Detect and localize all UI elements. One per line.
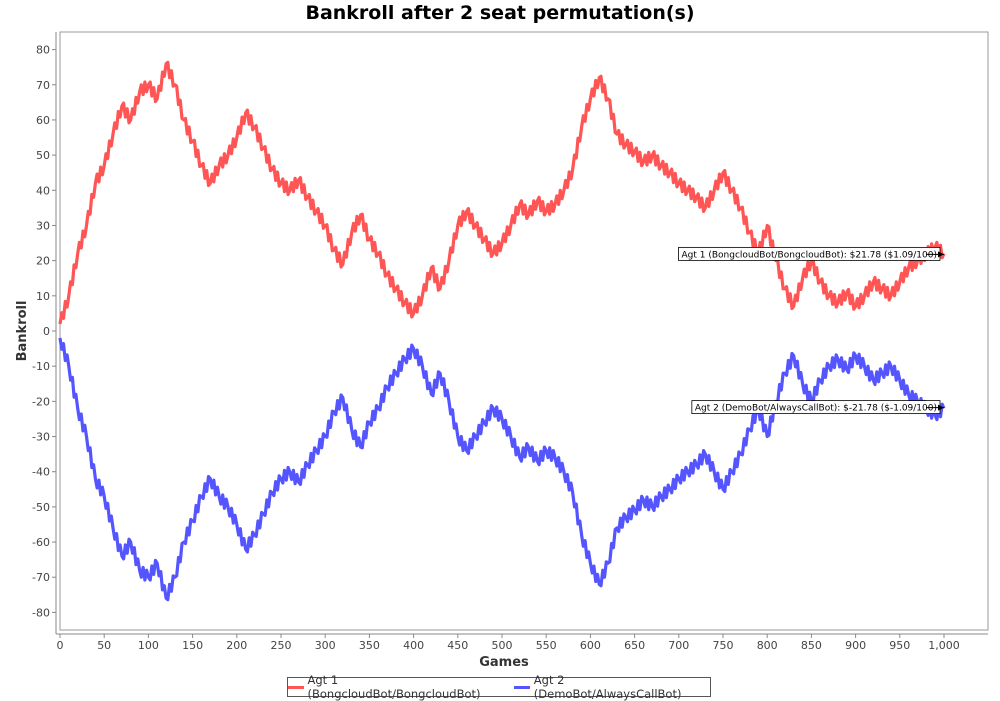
y-tick-label: 80 <box>36 44 50 57</box>
y-tick-label: -10 <box>32 360 50 373</box>
y-tick-label: -30 <box>32 431 50 444</box>
x-tick-label: 250 <box>271 639 292 652</box>
y-axis-label: Bankroll <box>15 301 30 362</box>
axes <box>52 32 988 638</box>
x-tick-label: 1,000 <box>928 639 960 652</box>
y-tick-label: 0 <box>43 325 50 338</box>
x-tick-label: 650 <box>624 639 645 652</box>
y-tick-label: -80 <box>32 606 50 619</box>
tick-labels: 0 50 100 150 200 250 300 350 400 450 500 550 600 650 7… <box>32 44 960 652</box>
x-tick-label: 600 <box>580 639 601 652</box>
x-tick-label: 850 <box>801 639 822 652</box>
y-tick-label: 10 <box>36 290 50 303</box>
x-tick-label: 900 <box>845 639 866 652</box>
y-tick-label: -20 <box>32 395 50 408</box>
annotation-text-2: Agt 2 (DemoBot/AlwaysCallBot): $-21.78 (… <box>695 404 937 414</box>
x-tick-label: 300 <box>315 639 336 652</box>
y-tick-label: 40 <box>36 184 50 197</box>
y-tick-label: -50 <box>32 501 50 514</box>
annotation-text-1: Agt 1 (BongcloudBot/BongcloudBot): $21.7… <box>681 250 937 260</box>
y-tick-label: -40 <box>32 466 50 479</box>
x-tick-label: 350 <box>359 639 380 652</box>
x-tick-label: 500 <box>492 639 513 652</box>
annotations: Agt 1 (BongcloudBot/BongcloudBot): $21.7… <box>678 246 944 415</box>
x-tick-label: 0 <box>57 639 64 652</box>
series-lines <box>58 60 946 602</box>
legend: Agt 1 (BongcloudBot/BongcloudBot) Agt 2 … <box>287 673 711 701</box>
legend-label-agt1: Agt 1 (BongcloudBot/BongcloudBot) <box>307 673 481 701</box>
x-tick-label: 100 <box>138 639 159 652</box>
chart-title: Bankroll after 2 seat permutation(s) <box>305 2 695 24</box>
legend-item-agt1: Agt 1 (BongcloudBot/BongcloudBot) <box>288 673 508 701</box>
x-tick-label: 50 <box>97 639 111 652</box>
x-tick-label: 700 <box>668 639 689 652</box>
y-tick-label: 60 <box>36 114 50 127</box>
y-tick-label: 20 <box>36 255 50 268</box>
x-tick-label: 800 <box>757 639 778 652</box>
series-line-1 <box>58 60 946 325</box>
series-line-2 <box>58 337 946 602</box>
annotation-arrowhead-1 <box>938 251 944 258</box>
legend-label-agt2: Agt 2 (DemoBot/AlwaysCallBot) <box>533 673 682 701</box>
legend-swatch-agt2 <box>514 685 530 689</box>
x-tick-label: 200 <box>226 639 247 652</box>
y-tick-label: -60 <box>32 536 50 549</box>
x-tick-label: 750 <box>713 639 734 652</box>
y-tick-label: 50 <box>36 149 50 162</box>
x-tick-label: 550 <box>536 639 557 652</box>
plot-area <box>59 31 989 631</box>
x-tick-label: 400 <box>403 639 424 652</box>
y-tick-label: 70 <box>36 79 50 92</box>
legend-item-agt2: Agt 2 (DemoBot/AlwaysCallBot) <box>514 673 710 701</box>
x-tick-label: 150 <box>182 639 203 652</box>
y-tick-label: -70 <box>32 571 50 584</box>
y-tick-label: 30 <box>36 219 50 232</box>
annotation-arrowhead-2 <box>938 404 944 411</box>
x-tick-label: 450 <box>447 639 468 652</box>
x-axis-label: Games <box>479 655 529 670</box>
legend-swatch-agt1 <box>288 685 304 689</box>
x-tick-label: 950 <box>889 639 910 652</box>
